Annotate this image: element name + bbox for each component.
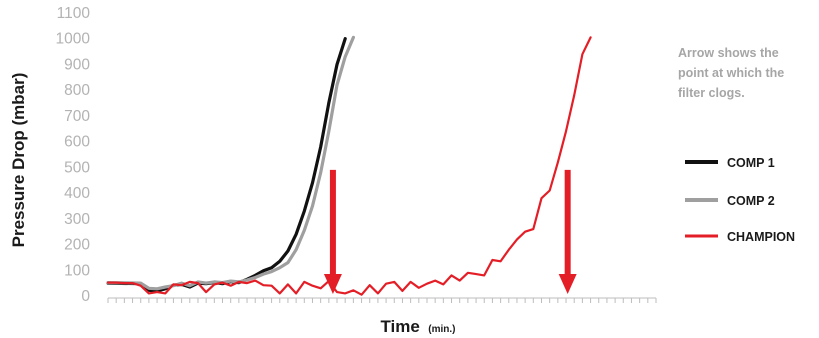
y-tick-label-800: 800 <box>64 82 90 99</box>
legend-label-comp1: COMP 1 <box>727 156 775 170</box>
clog-arrow-head-2 <box>558 274 577 294</box>
series-line-comp-2 <box>106 35 355 291</box>
series-line-champion <box>106 36 592 296</box>
legend-item-comp1: COMP 1 <box>685 156 775 170</box>
x-axis <box>107 297 657 303</box>
clog-arrow-head-1 <box>323 274 342 294</box>
y-axis-label: Pressure Drop (mbar) <box>9 73 28 248</box>
y-axis-ticks: 0 100 200 300 400 500 600 700 800 900 1000 1100 <box>56 5 91 305</box>
clog-arrows <box>323 169 577 294</box>
legend: COMP 1 COMP 2 CHAMPION <box>685 156 795 244</box>
legend-item-champion: CHAMPION <box>685 230 795 244</box>
x-axis-label: Time (min.) <box>380 317 455 336</box>
y-tick-label-0: 0 <box>81 288 90 305</box>
y-tick-label-700: 700 <box>64 108 90 125</box>
series-line-comp-1 <box>106 37 347 293</box>
y-tick-label-200: 200 <box>64 237 90 254</box>
y-tick-label-500: 500 <box>64 159 90 176</box>
y-tick-label-1100: 1100 <box>57 5 91 22</box>
y-tick-label-600: 600 <box>64 134 90 151</box>
annotation: Arrow shows the point at which the filte… <box>678 46 784 100</box>
y-tick-label-100: 100 <box>64 262 90 279</box>
y-tick-label-900: 900 <box>64 56 90 73</box>
y-tick-label-300: 300 <box>64 211 90 228</box>
legend-label-champion: CHAMPION <box>727 230 795 244</box>
x-axis-label-unit: (min.) <box>428 324 455 335</box>
plot-series <box>106 35 592 296</box>
y-tick-label-1000: 1000 <box>56 31 91 48</box>
y-tick-label-400: 400 <box>64 185 90 202</box>
legend-item-comp2: COMP 2 <box>685 194 775 208</box>
annotation-line-2: point at which the <box>678 66 784 80</box>
annotation-line-3: filter clogs. <box>678 86 745 100</box>
x-axis-label-main: Time <box>380 317 419 336</box>
annotation-line-1: Arrow shows the <box>678 46 779 60</box>
legend-label-comp2: COMP 2 <box>727 194 775 208</box>
